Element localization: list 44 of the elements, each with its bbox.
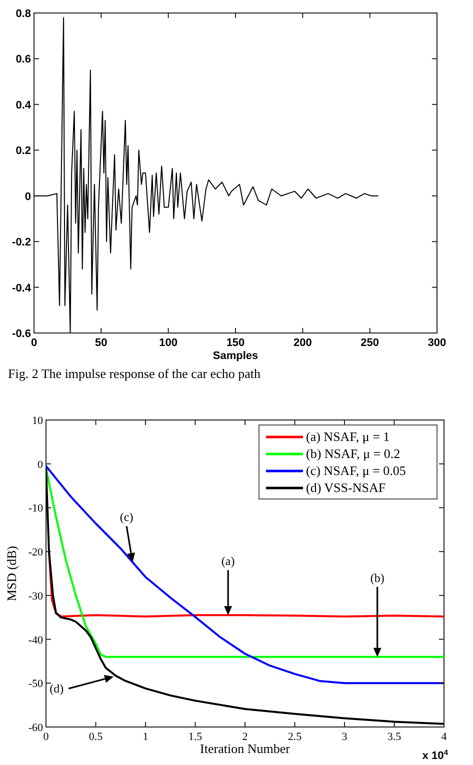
x-axis-title: Samples [212,350,258,362]
y-tick-label: -60 [28,722,44,734]
caption: Fig. 2 The impulse response of the car echo path [8,366,261,381]
x-tick-label: 2.5 [288,731,302,743]
x-tick-label: 50 [95,337,108,349]
annotation: (b) [370,570,384,585]
y-tick-label: -40 [28,634,44,646]
y-tick-label: -0.4 [12,282,32,294]
legend-label: (c) NSAF, μ = 0.05 [306,463,406,478]
y-tick-label: 10 [32,415,44,427]
y-tick-label: -0.6 [12,328,31,340]
legend-label: (a) NSAF, μ = 1 [306,429,390,444]
y-tick-label: 0.8 [16,8,31,20]
y-tick-label: 0 [24,190,31,203]
x-axis-title: Iteration Number [200,741,291,756]
x-tick-label: 150 [226,337,245,349]
x-tick-label: 1.5 [188,731,203,743]
y-tick-label: -50 [28,678,44,690]
y-tick-label: -20 [28,546,44,559]
x-tick-label: 0.5 [88,731,104,743]
text: x 10$^{4}$ [422,748,449,762]
x-tick-label: 1 [142,731,148,743]
annotation: (c) [120,510,134,524]
x-tick-label: 100 [159,337,178,349]
y-tick-label: 0.4 [16,99,32,112]
x-tick-label: 3 [342,731,348,743]
x-tick-label: 250 [360,337,380,349]
y-axis-title: MSD (dB) [4,546,19,602]
x-tick-label: 3.5 [387,731,402,743]
y-tick-label: 0 [38,458,44,471]
legend-label: (b) NSAF, μ = 0.2 [306,446,400,461]
x-tick-label: 4 [441,731,448,743]
x-tick-label: 2 [242,731,248,743]
y-tick-label: -30 [28,590,44,602]
legend-label: (d) VSS-NSAF [306,480,386,495]
annotation: (d) [50,682,64,696]
line-series [46,467,444,725]
y-tick-label: -0.2 [12,236,31,249]
x-tick-label: 300 [428,337,446,349]
y-tick-label: -10 [28,502,44,515]
y-tick-label: 0.6 [16,54,31,66]
x-tick-label: 200 [293,337,312,349]
annotation: (a) [221,554,235,568]
y-tick-label: 0.2 [16,145,31,158]
